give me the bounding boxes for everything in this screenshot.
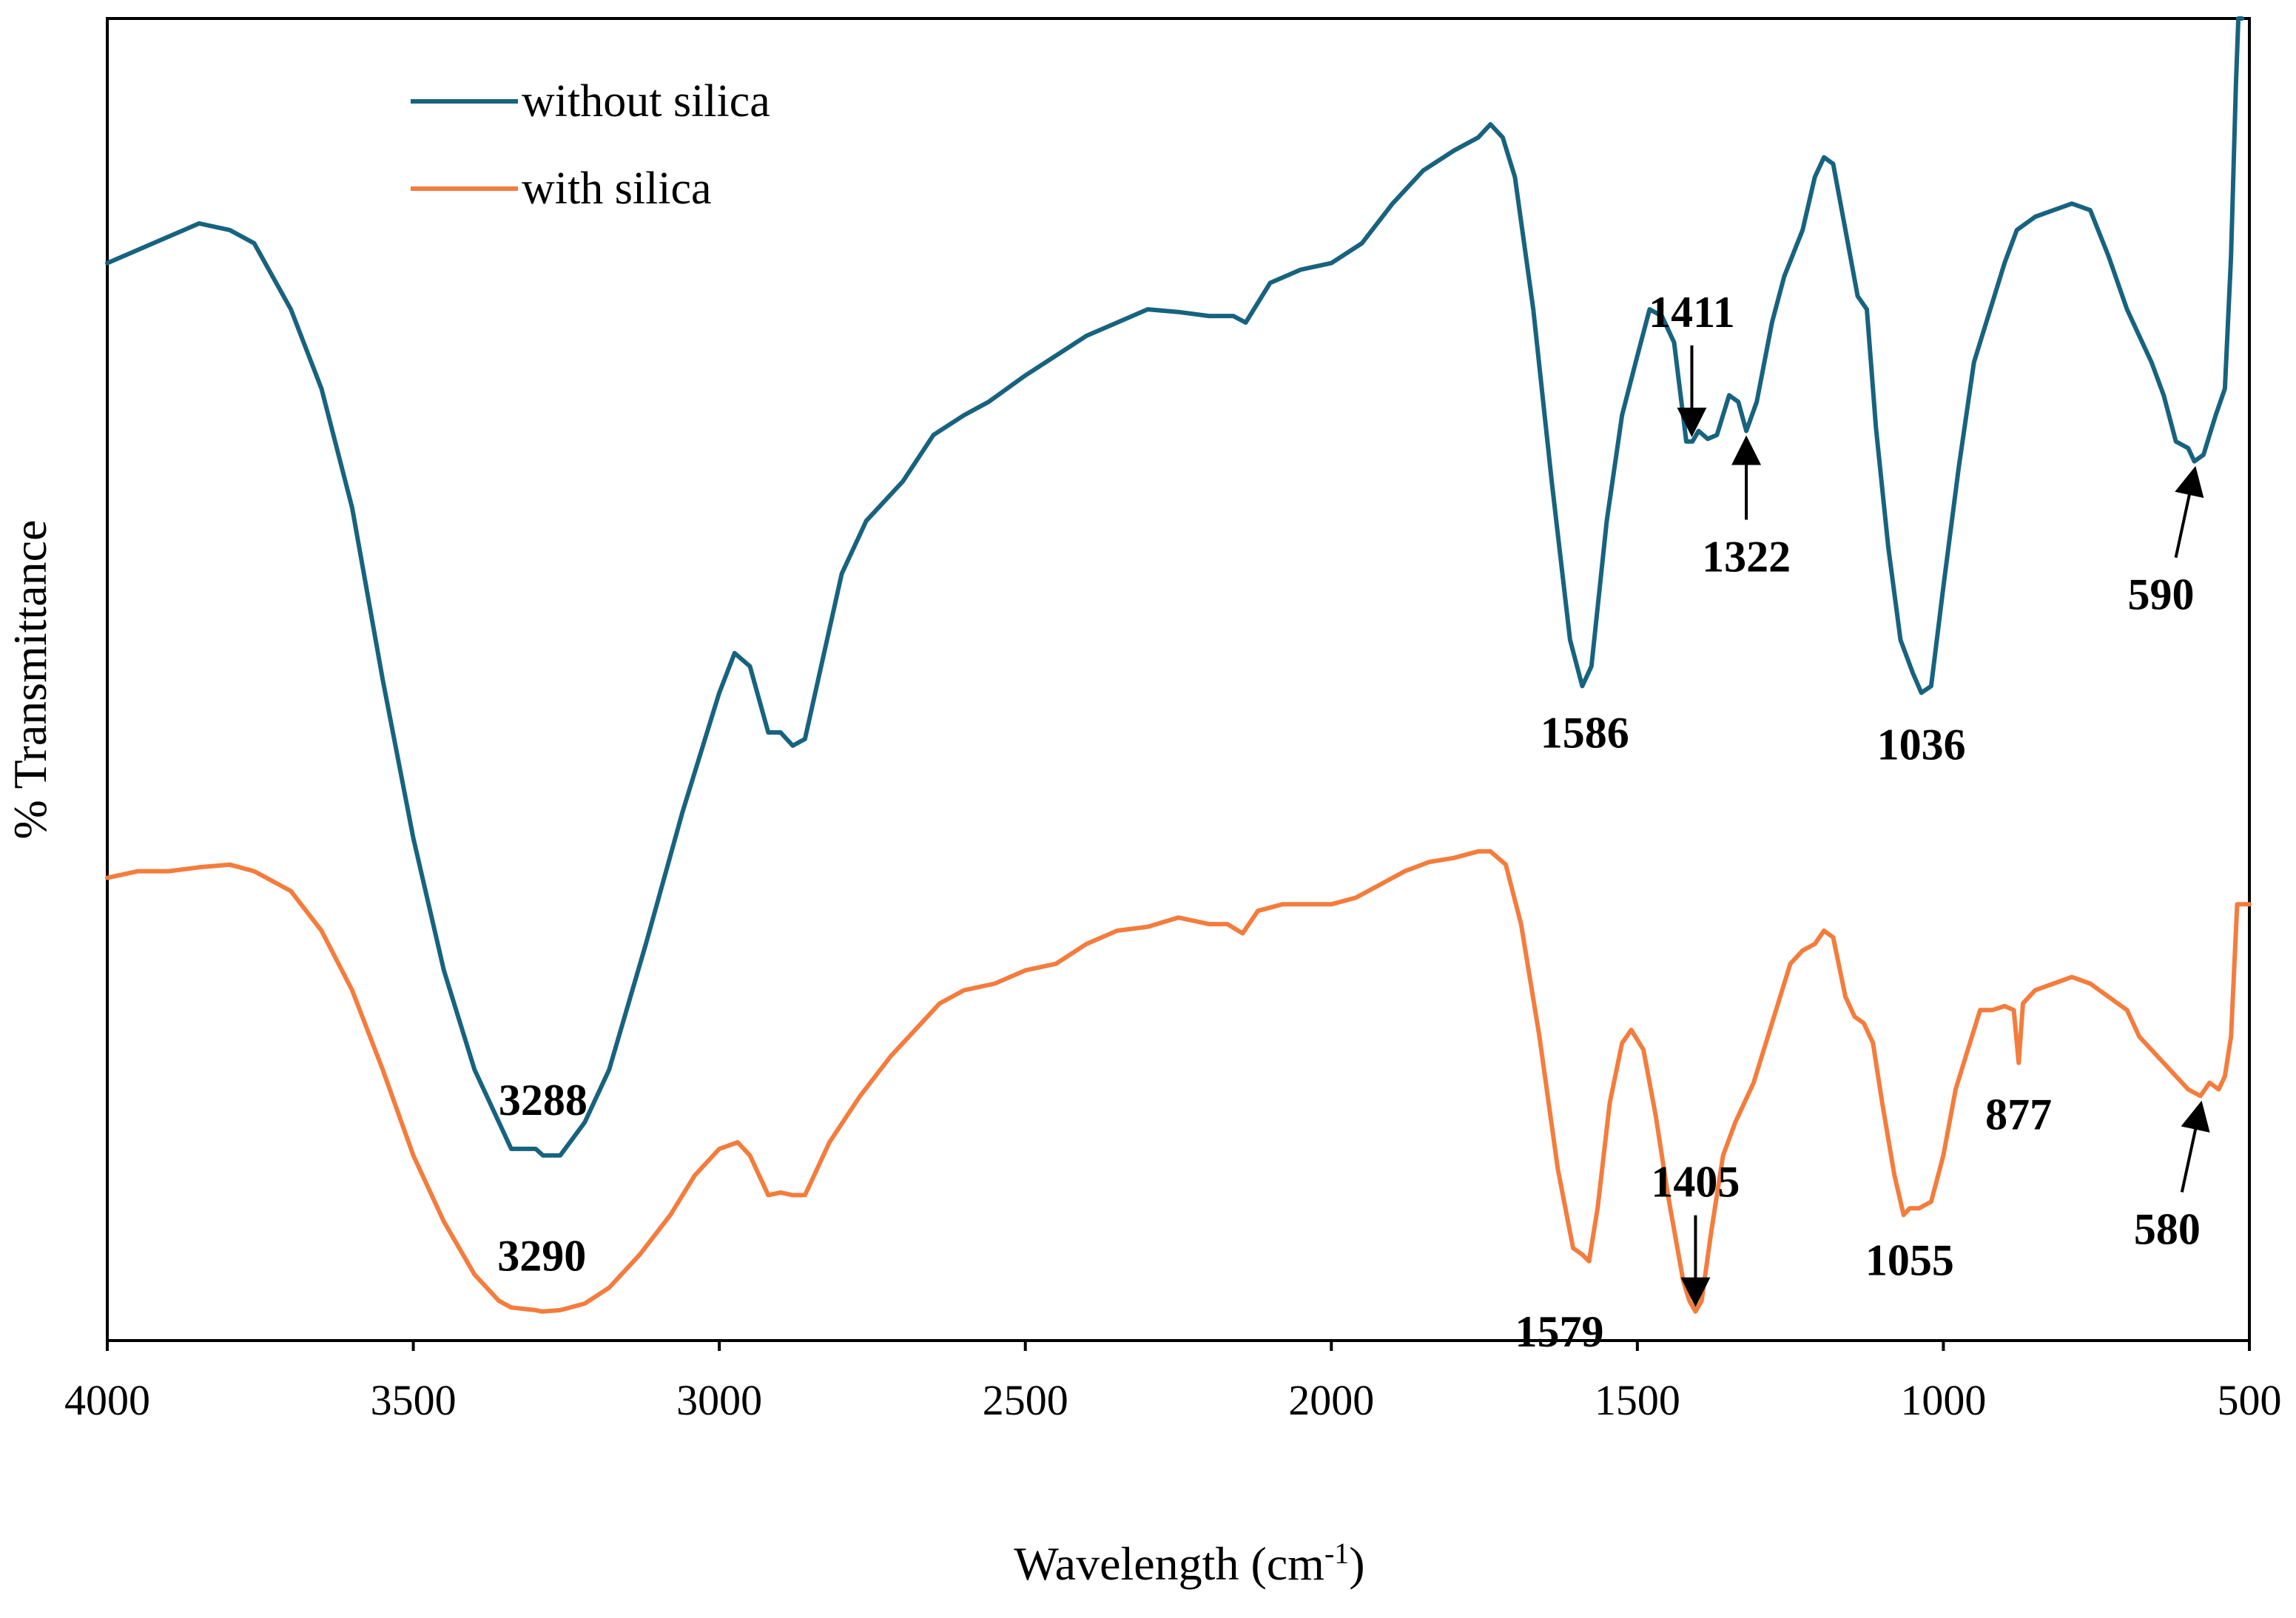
peak-label: 580: [2134, 1204, 2201, 1253]
x-tick-label: 500: [2218, 1376, 2282, 1424]
series-line-without-silica: [105, 16, 2245, 1158]
plot-border: [106, 17, 2251, 1342]
legend-label-without-silica: without silica: [522, 76, 770, 127]
peak-label: 877: [1985, 1091, 2052, 1139]
series-line-with-silica: [105, 849, 2252, 1314]
peak-label: 1411: [1649, 288, 1735, 337]
peak-arrow: [2180, 1100, 2210, 1193]
x-tick-label: 3500: [371, 1376, 457, 1424]
x-axis-title-main: Wavelength (cm: [1014, 1537, 1324, 1590]
peak-label: 1036: [1877, 720, 1966, 769]
x-tick-label: 1500: [1595, 1376, 1680, 1424]
peak-label: 1579: [1515, 1307, 1604, 1356]
x-tick-label: 4000: [64, 1376, 150, 1424]
peak-label: 1322: [1702, 533, 1791, 582]
legend: without silica with silica: [411, 76, 770, 214]
x-tick-label: 3000: [676, 1376, 762, 1424]
peak-label: 1055: [1865, 1236, 1954, 1284]
peak-label: 3290: [497, 1232, 586, 1281]
peak-arrow: [2174, 465, 2204, 559]
x-axis-title-superscript: -1: [1324, 1537, 1349, 1570]
series-layer: [105, 16, 2252, 1314]
legend-label-with-silica: with silica: [522, 164, 712, 214]
x-tick-label: 1000: [1900, 1376, 1986, 1424]
plot-frame: [106, 17, 2251, 1342]
peak-label: 1405: [1651, 1158, 1740, 1207]
peak-label: 590: [2128, 570, 2195, 619]
x-tick-label: 2000: [1288, 1376, 1374, 1424]
x-axis-title: Wavelength (cm-1): [1014, 1537, 1364, 1591]
x-axis-title-close: ): [1349, 1537, 1364, 1590]
y-axis-title: % Transmittance: [4, 520, 56, 840]
peak-label: 1586: [1541, 708, 1629, 757]
x-axis-ticks: 4000 3500 3000 2500 2000 1500 1000 500: [64, 1341, 2282, 1424]
peak-annotations: 3288 1586 1036 1411 1322 590 3290 1579 1405 1055 8…: [497, 288, 2210, 1356]
x-tick-label: 2500: [983, 1376, 1068, 1424]
peak-label: 3288: [499, 1076, 588, 1125]
